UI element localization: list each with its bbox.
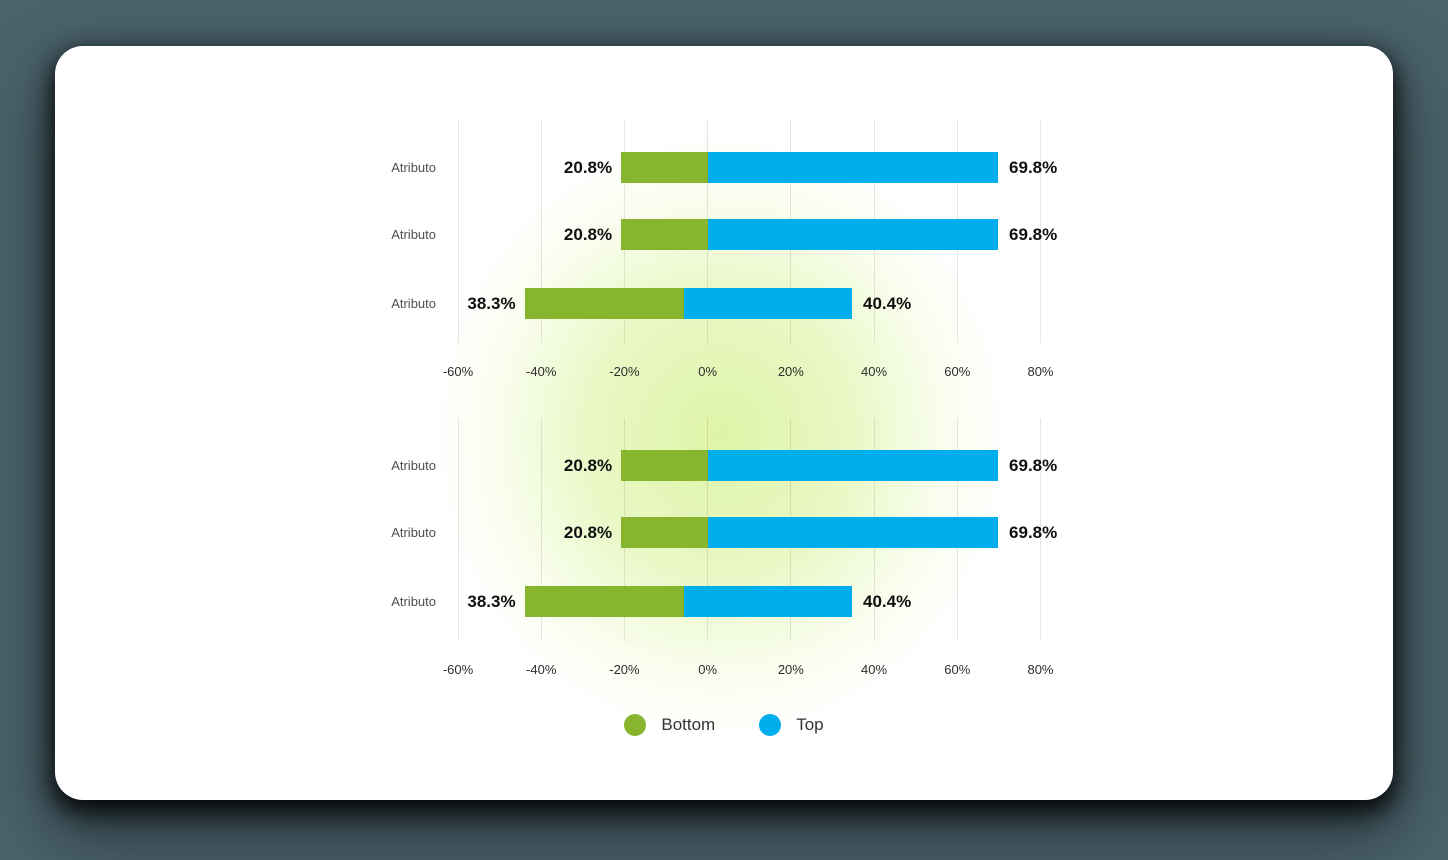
legend-swatch-top (759, 714, 782, 736)
top-bar-segment (707, 152, 999, 183)
gridline (457, 418, 459, 641)
x-axis-tick: 80% (1027, 662, 1054, 677)
top-value-label: 69.8% (1009, 523, 1058, 542)
bottom-bar-segment (621, 517, 708, 548)
x-axis-tick: 0% (698, 364, 718, 379)
gridline (1039, 120, 1041, 343)
bar-row: Atributo 20.8% 69.8% (55, 450, 1393, 481)
top-bar-segment (683, 586, 852, 617)
x-axis-tick: 40% (861, 364, 888, 379)
bar-row: Atributo 20.8% 69.8% (55, 219, 1393, 250)
gridline (1039, 418, 1041, 641)
top-value-label: 69.8% (1009, 456, 1058, 475)
bottom-bar-segment (524, 288, 684, 319)
chart-card: Atributo 20.8% 69.8% Atributo 20.8% 69.8… (55, 46, 1393, 800)
top-value-label: 69.8% (1009, 158, 1058, 177)
bottom-bar-segment (621, 450, 708, 481)
x-axis-tick: 0% (698, 662, 718, 677)
x-axis-tick: 20% (777, 662, 804, 677)
category-label: Atributo (391, 594, 436, 609)
legend-label: Top (796, 715, 824, 734)
bottom-bar-segment (524, 586, 684, 617)
top-bar-segment (707, 450, 999, 481)
bar-row: Atributo 38.3% 40.4% (55, 586, 1393, 617)
bar-row: Atributo 20.8% 69.8% (55, 152, 1393, 183)
bottom-value-label: 38.3% (467, 592, 516, 611)
category-label: Atributo (391, 227, 436, 242)
top-bar-segment (683, 288, 852, 319)
bottom-value-label: 20.8% (563, 523, 613, 542)
gridline (457, 120, 459, 343)
bottom-value-label: 20.8% (563, 158, 613, 177)
legend-swatch-bottom (624, 714, 647, 736)
top-bar-segment (707, 517, 999, 548)
category-label: Atributo (391, 458, 436, 473)
x-axis-tick: 40% (861, 662, 888, 677)
top-value-label: 40.4% (863, 592, 912, 611)
gridline (540, 418, 542, 641)
bar-row: Atributo 38.3% 40.4% (55, 288, 1393, 319)
gridline (540, 120, 542, 343)
legend-label: Bottom (661, 715, 716, 734)
category-label: Atributo (391, 525, 436, 540)
diverging-bar-chart-top: Atributo 20.8% 69.8% Atributo 20.8% 69.8… (55, 120, 1393, 390)
legend-item-top: Top (759, 714, 824, 736)
diverging-bar-chart-bottom: Atributo 20.8% 69.8% Atributo 20.8% 69.8… (55, 418, 1393, 688)
bottom-value-label: 20.8% (563, 225, 613, 244)
top-value-label: 40.4% (863, 294, 912, 313)
category-label: Atributo (391, 296, 436, 311)
x-axis-tick: 60% (944, 364, 971, 379)
bottom-value-label: 38.3% (467, 294, 516, 313)
x-axis-tick: -60% (442, 364, 474, 379)
bar-row: Atributo 20.8% 69.8% (55, 517, 1393, 548)
x-axis-tick: -40% (526, 364, 557, 379)
x-axis-tick: 80% (1027, 364, 1054, 379)
bottom-bar-segment (621, 152, 708, 183)
bottom-bar-segment (621, 219, 708, 250)
x-axis-tick: -40% (526, 662, 557, 677)
bottom-value-label: 20.8% (563, 456, 613, 475)
legend-item-bottom: Bottom (624, 714, 715, 736)
x-axis-tick: 60% (944, 662, 971, 677)
top-value-label: 69.8% (1009, 225, 1058, 244)
x-axis-tick: -20% (609, 662, 640, 677)
x-axis-tick: 20% (777, 364, 804, 379)
category-label: Atributo (391, 160, 436, 175)
x-axis-tick: -20% (609, 364, 640, 379)
top-bar-segment (707, 219, 999, 250)
legend: Bottom Top (55, 712, 1393, 738)
x-axis-tick: -60% (442, 662, 474, 677)
